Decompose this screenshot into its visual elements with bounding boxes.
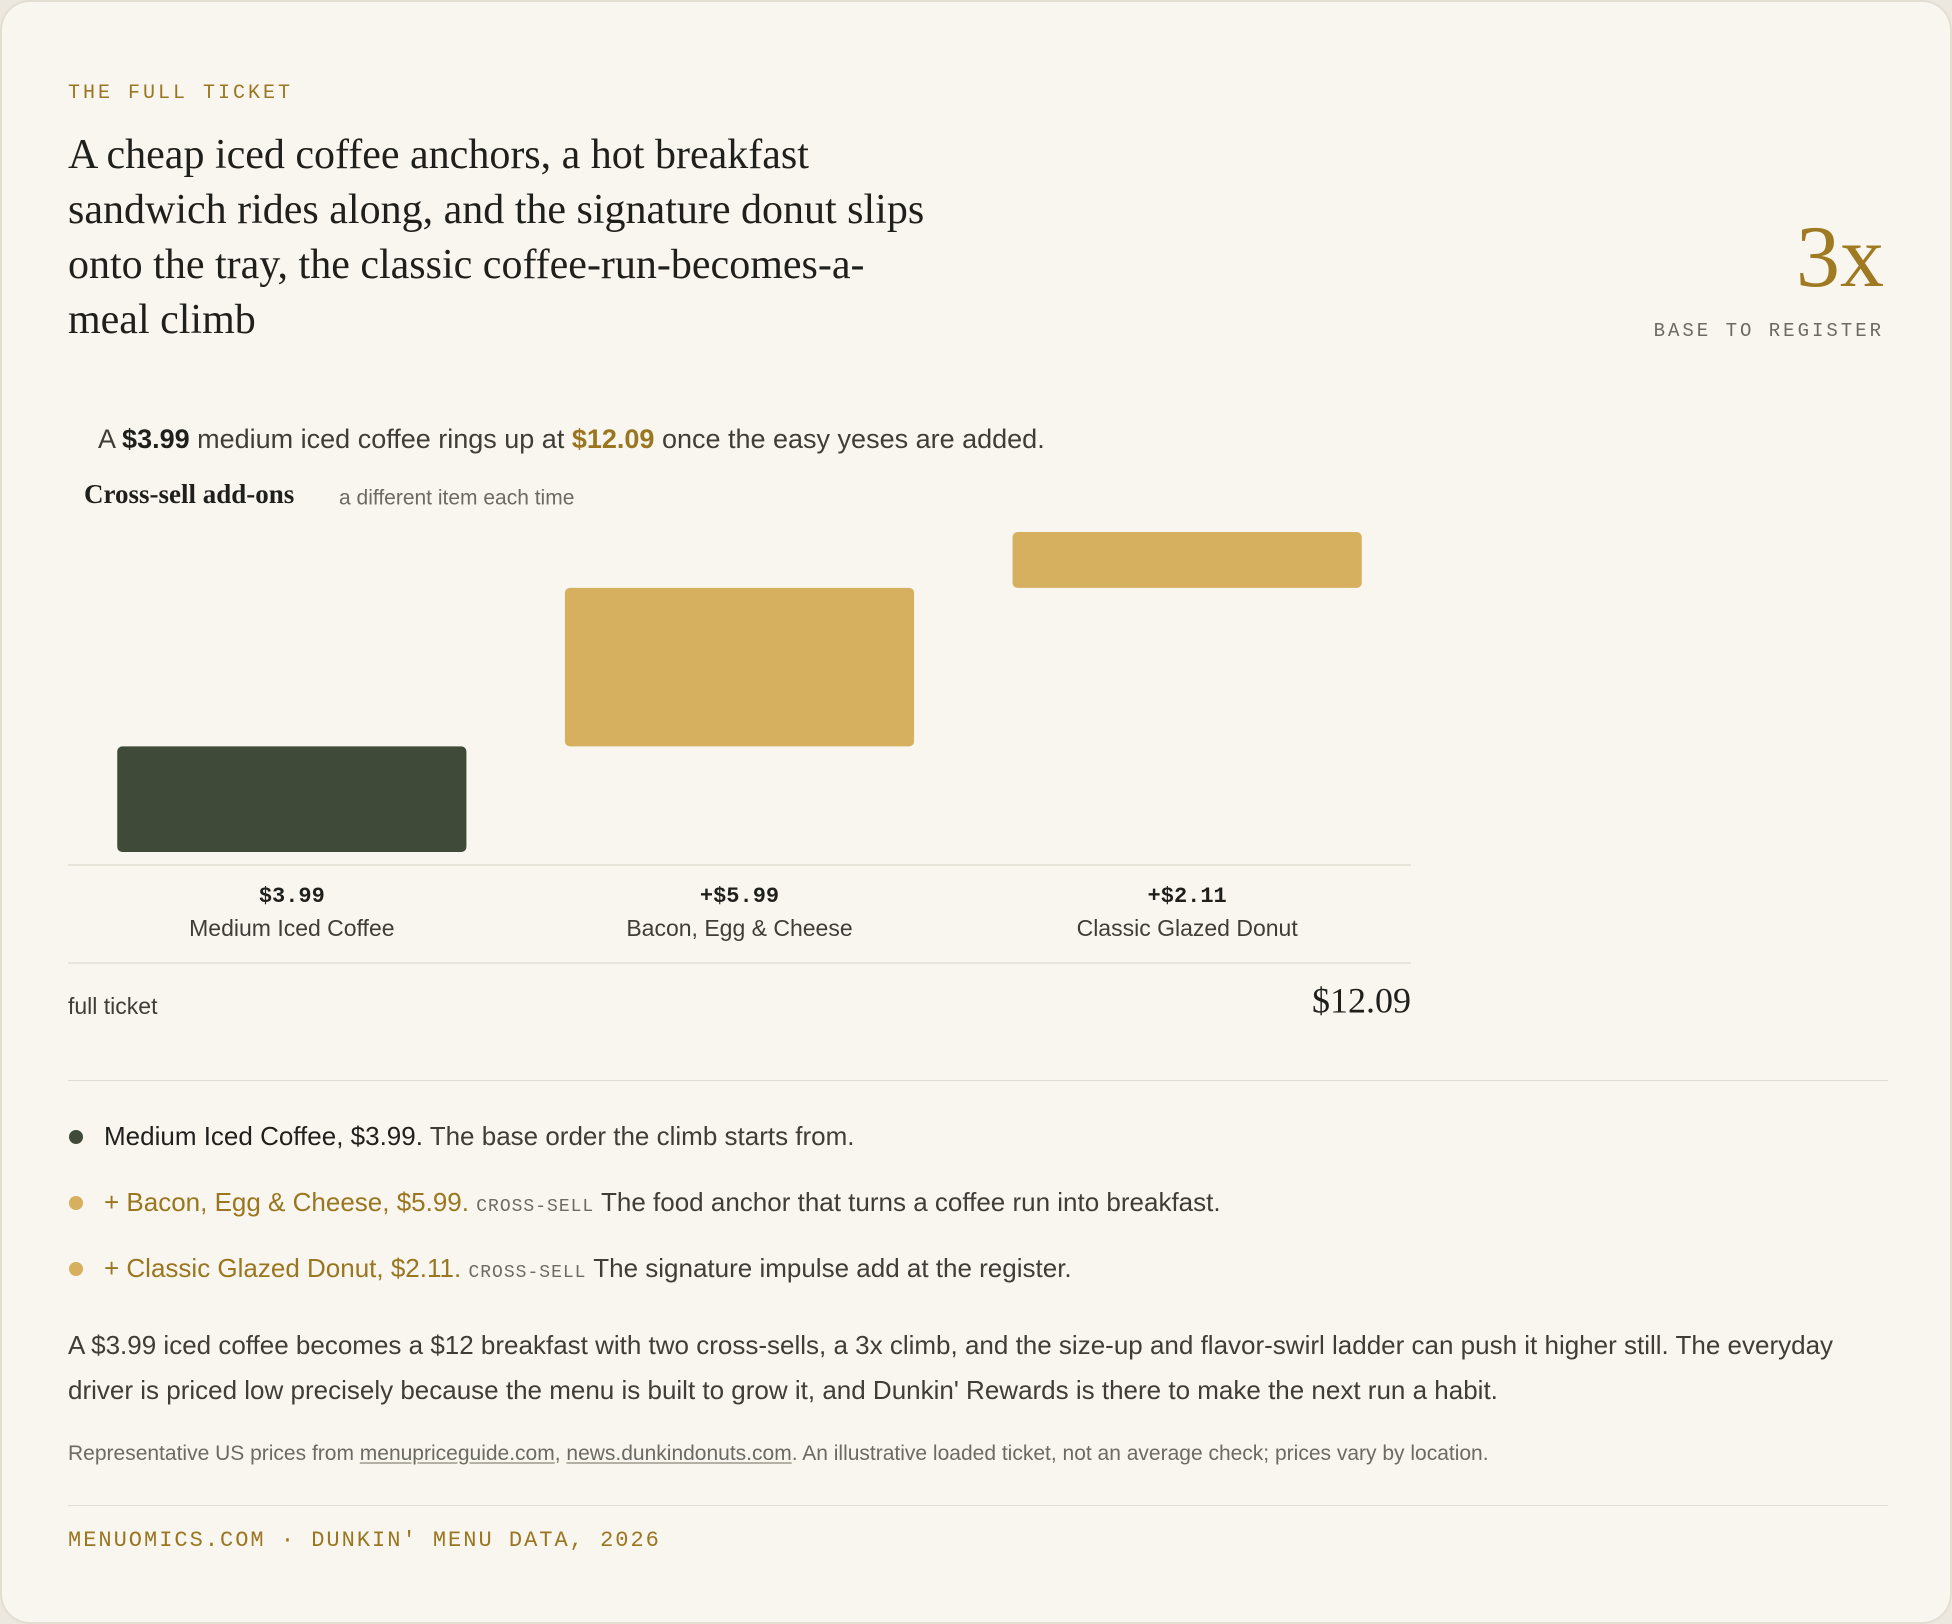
total-label: $12.09	[1312, 980, 1411, 1020]
bar	[1012, 532, 1362, 588]
category-label: Medium Iced Coffee	[189, 915, 394, 941]
total-name: full ticket	[68, 993, 158, 1019]
note-item: Medium Iced Coffee, $3.99. The base orde…	[68, 1114, 1888, 1180]
chart-subtitle: a different item each time	[339, 487, 574, 510]
note-label: Medium Iced Coffee, $3.99.	[104, 1121, 423, 1151]
note-tag: CROSS-SELL	[476, 1197, 595, 1217]
source-link[interactable]: menupriceguide.com	[359, 1442, 555, 1465]
value-label: $3.99	[259, 884, 325, 909]
note-label: + Classic Glazed Donut, $2.11.	[104, 1253, 462, 1283]
dek-total: $12.09	[571, 424, 655, 454]
eyebrow: THE FULL TICKET	[68, 82, 294, 105]
dek-text: medium iced coffee rings up at	[189, 424, 572, 454]
note-item: + Bacon, Egg & Cheese, $5.99. CROSS-SELL…	[68, 1180, 1888, 1246]
source-link[interactable]: news.dunkindonuts.com	[566, 1442, 792, 1465]
note-tag: CROSS-SELL	[468, 1263, 587, 1283]
bar	[564, 587, 915, 747]
category-label: Classic Glazed Donut	[1077, 915, 1299, 941]
footnote-text: ,	[554, 1442, 567, 1465]
note-text: The signature impulse add at the registe…	[593, 1253, 1072, 1283]
value-label: +$2.11	[1148, 884, 1227, 909]
note-text: The food anchor that turns a coffee run …	[601, 1187, 1221, 1217]
note-item: + Classic Glazed Donut, $2.11. CROSS-SEL…	[68, 1246, 1888, 1312]
footnote-text: Representative US prices from	[68, 1442, 360, 1465]
chart-title: Cross-sell add-ons	[84, 479, 294, 509]
footer: MENUOMICS.COM · DUNKIN' MENU DATA, 2026	[68, 1528, 661, 1553]
body-text: A $3.99 iced coffee becomes a $12 breakf…	[68, 1330, 1834, 1405]
footnote-text: . An illustrative loaded ticket, not an …	[791, 1442, 1489, 1465]
dek-price: $3.99	[122, 424, 190, 454]
bullet	[69, 1196, 83, 1210]
headline: A cheap iced coffee anchors, a hot break…	[68, 132, 925, 343]
bullet	[69, 1130, 83, 1144]
divider	[68, 1505, 1888, 1506]
note-text: The base order the climb starts from.	[429, 1121, 855, 1151]
category-label: Bacon, Egg & Cheese	[626, 915, 852, 941]
divider	[68, 1080, 1888, 1081]
footnote: Representative US prices from menupriceg…	[68, 1442, 1489, 1466]
stat-value: 3x	[1796, 209, 1884, 306]
stat-label: BASE TO REGISTER	[1653, 320, 1884, 342]
chart: Cross-sell add-ons a different item each…	[68, 479, 1411, 1020]
notes: Medium Iced Coffee, $3.99. The base orde…	[68, 1114, 1888, 1312]
bar	[117, 746, 467, 852]
bullet	[69, 1262, 83, 1276]
note-label: + Bacon, Egg & Cheese, $5.99.	[104, 1187, 469, 1217]
value-label: +$5.99	[700, 884, 779, 909]
dek-text: A	[98, 424, 123, 454]
dek-text: once the easy yeses are added.	[654, 424, 1045, 454]
dek: A $3.99 medium iced coffee rings up at $…	[68, 393, 1045, 486]
